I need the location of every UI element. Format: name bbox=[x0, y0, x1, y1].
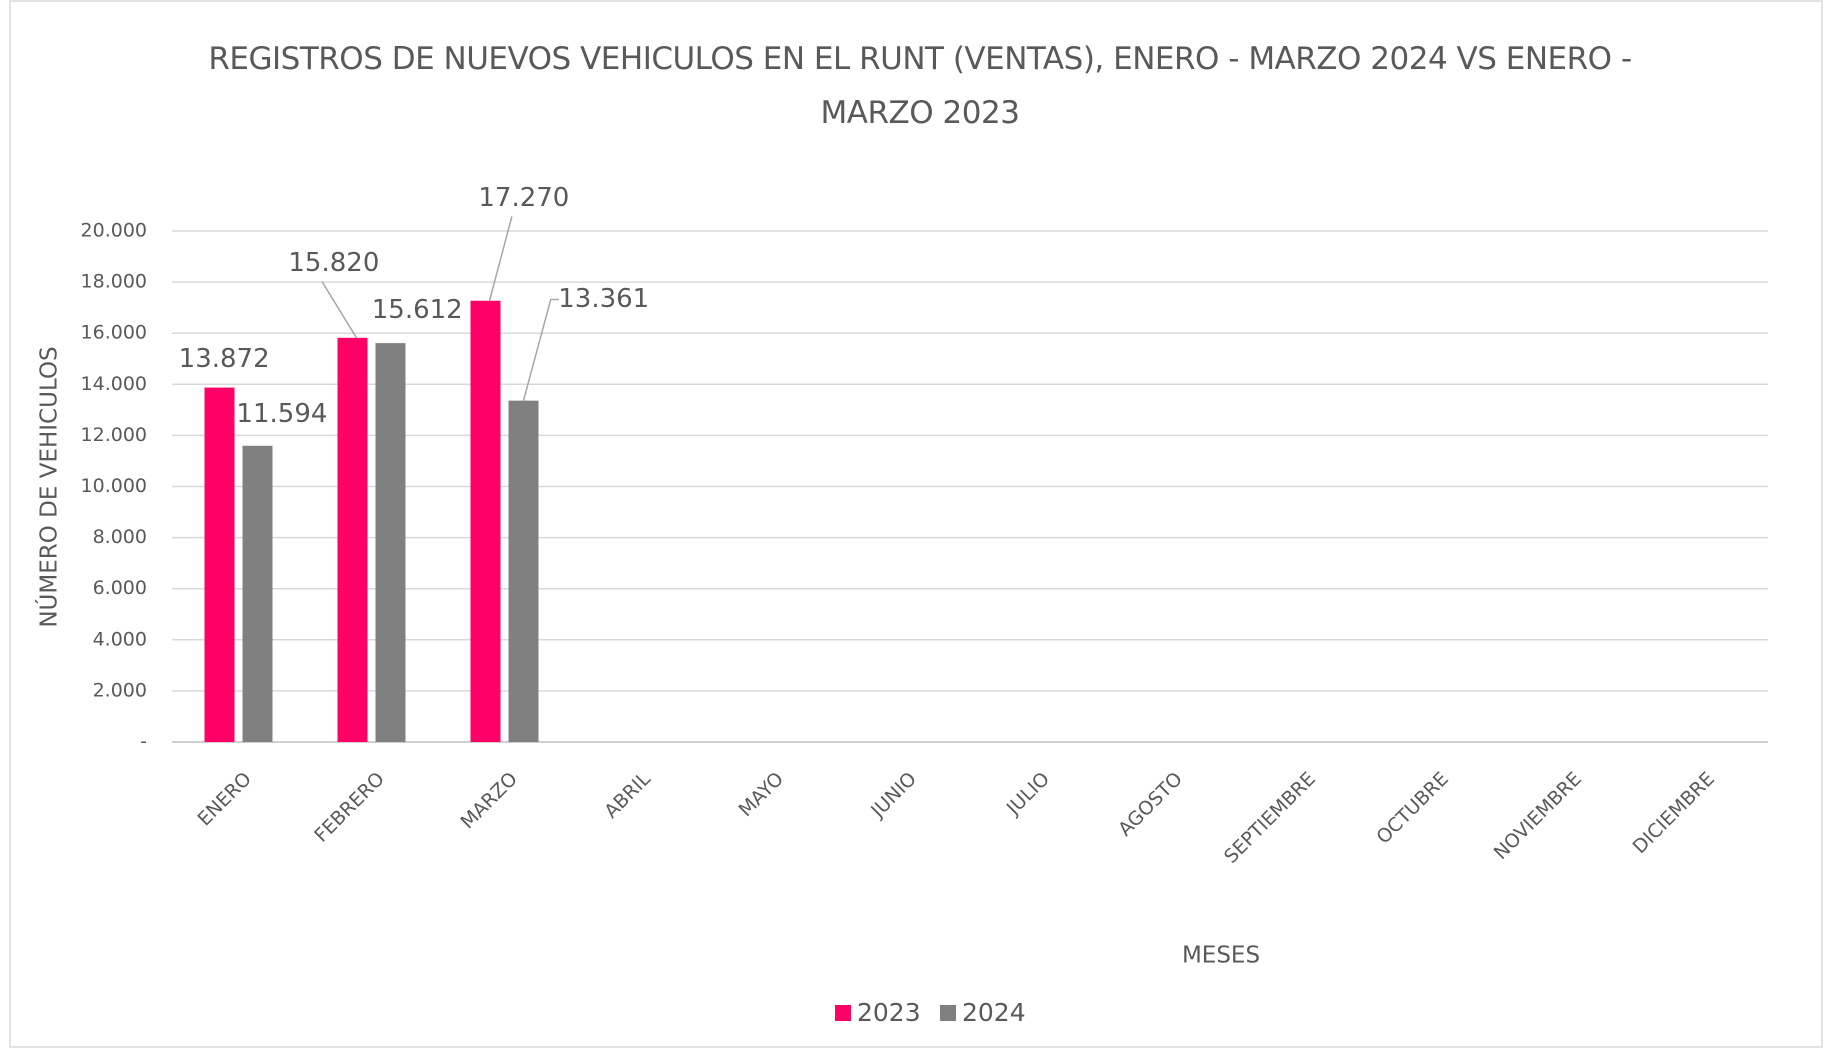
y-tick-label: 12.000 bbox=[81, 424, 147, 446]
bar bbox=[242, 445, 273, 742]
bar bbox=[204, 387, 235, 742]
leader-line bbox=[321, 280, 358, 339]
bar bbox=[337, 337, 368, 742]
data-label: 15.612 bbox=[372, 295, 463, 325]
x-tick-label: JUNIO bbox=[866, 768, 921, 823]
y-tick-label: 14.000 bbox=[81, 373, 147, 395]
leader-line bbox=[522, 298, 559, 401]
data-label: 11.594 bbox=[236, 399, 327, 429]
leader-line bbox=[488, 216, 513, 301]
x-tick-label: ABRIL bbox=[600, 768, 655, 823]
x-axis-title: MESES bbox=[1182, 943, 1260, 969]
y-tick-label: 20.000 bbox=[81, 220, 147, 242]
data-label: 13.361 bbox=[558, 284, 649, 314]
chart-title: REGISTROS DE NUEVOS VEHICULOS EN EL RUNT… bbox=[208, 41, 1632, 131]
y-axis-title: NÚMERO DE VEHICULOS bbox=[35, 346, 63, 627]
x-tick-label: AGOSTO bbox=[1114, 768, 1187, 841]
bar bbox=[375, 343, 406, 742]
data-label: 13.872 bbox=[179, 344, 270, 374]
y-tick-label: 10.000 bbox=[81, 475, 147, 497]
x-tick-label: DICIEMBRE bbox=[1629, 768, 1719, 858]
x-tick-label: JULIO bbox=[1002, 768, 1054, 820]
legend-label: 2023 bbox=[857, 998, 921, 1027]
chart-border bbox=[9, 0, 1823, 1048]
x-tick-label: ENERO bbox=[193, 768, 256, 831]
x-tick-label: MAYO bbox=[735, 768, 788, 821]
x-tick-label: NOVIEMBRE bbox=[1490, 768, 1586, 864]
legend-swatch bbox=[835, 1005, 851, 1021]
legend-label: 2024 bbox=[962, 998, 1026, 1027]
y-tick-label: 4.000 bbox=[93, 628, 147, 650]
y-tick-label: 6.000 bbox=[93, 577, 147, 599]
data-label: 17.270 bbox=[478, 183, 569, 213]
x-tick-label: MARZO bbox=[456, 768, 521, 833]
bar bbox=[508, 400, 539, 742]
y-tick-label: 2.000 bbox=[93, 679, 147, 701]
legend-swatch bbox=[940, 1005, 956, 1021]
x-tick-label: SEPTIEMBRE bbox=[1220, 768, 1320, 868]
y-tick-label: 18.000 bbox=[81, 271, 147, 293]
y-tick-label: 16.000 bbox=[81, 322, 147, 344]
x-tick-label: OCTUBRE bbox=[1372, 768, 1453, 849]
data-label: 15.820 bbox=[288, 248, 379, 278]
y-tick-label: 8.000 bbox=[93, 526, 147, 548]
bar bbox=[470, 300, 501, 742]
x-tick-label: FEBRERO bbox=[310, 768, 389, 847]
y-tick-label: - bbox=[140, 731, 147, 753]
